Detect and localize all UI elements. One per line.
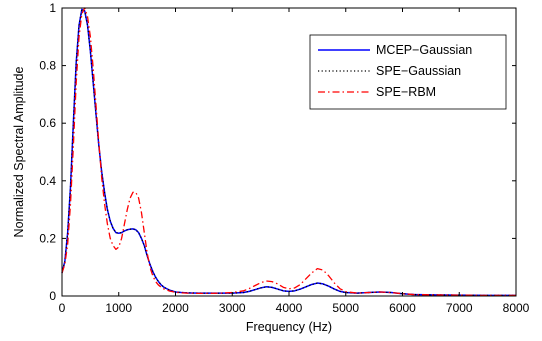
y-tick-label: 0.4 [39,174,56,188]
y-tick-label: 1 [49,1,56,15]
legend: MCEP−Gaussian SPE−Gaussian SPE−RBM [309,34,507,110]
x-tick-label: 3000 [219,301,246,315]
x-tick-label: 2000 [162,301,189,315]
x-tick-label: 4000 [276,301,303,315]
x-axis-label: Frequency (Hz) [246,320,332,334]
y-tick-label: 0 [49,289,56,303]
x-tick-label: 0 [59,301,66,315]
x-tick-label: 8000 [503,301,530,315]
y-tick-label: 0.2 [39,231,56,245]
legend-box [309,34,507,110]
x-tick-label: 6000 [389,301,416,315]
y-tick-label: 0.6 [39,116,56,130]
x-tick-label: 5000 [332,301,359,315]
y-tick-label: 0.8 [39,59,56,73]
y-axis-ticks: 0 0.2 0.4 0.6 0.8 1 [39,1,516,303]
x-tick-label: 1000 [105,301,132,315]
legend-label: SPE−RBM [376,85,436,99]
x-axis-ticks: 0 1000 2000 3000 4000 5000 6000 7000 8000 [59,8,530,315]
legend-label: SPE−Gaussian [376,64,461,78]
legend-label: MCEP−Gaussian [376,43,472,57]
y-axis-label: Normalized Spectral Amplitude [12,67,26,238]
x-tick-label: 7000 [446,301,473,315]
series-layer [61,7,516,297]
series-line [61,8,516,297]
